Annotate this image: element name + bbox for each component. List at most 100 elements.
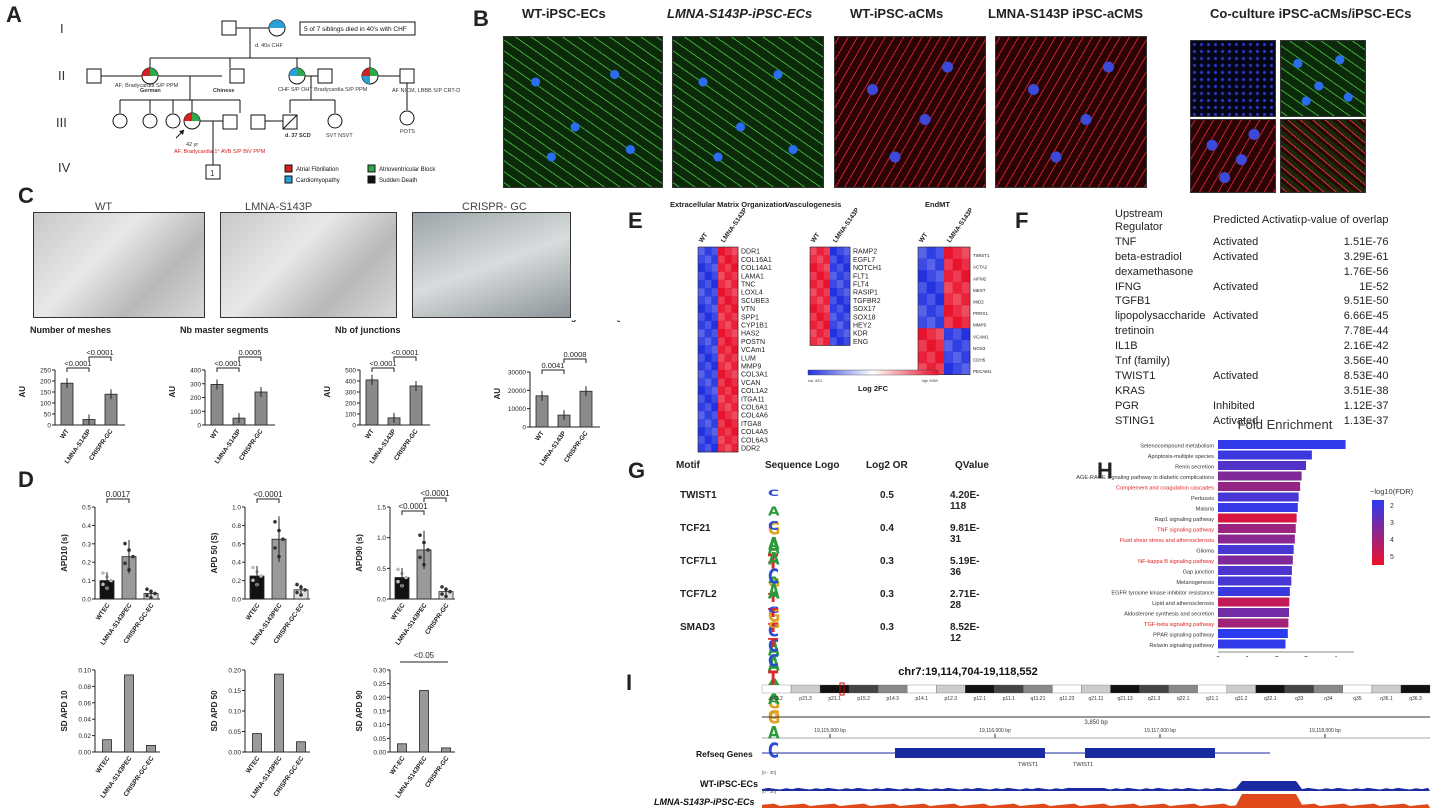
heatmap-cell [698,361,705,371]
heatmap-cell [830,255,837,264]
heatmap-cell [843,304,851,313]
upstream-row: IL1B 2.16E-42 [1114,339,1389,354]
genome-track-mut: LMNA-S143P-iPSC-ECs [654,797,755,807]
heatmap-cell [724,312,732,322]
heatmap-cell [711,320,719,330]
heatmap-cell [704,386,712,395]
heatmap-cell [704,271,712,281]
heatmap-cell [711,443,719,453]
h-bar [1218,482,1301,491]
genome-mut-coverage [762,794,1430,808]
heatmap-cell [935,328,945,341]
d-tick-label: 0.00 [373,750,386,757]
d-dot [145,587,149,591]
motif-logo-letter: A [768,579,780,605]
d-dot [440,592,444,596]
heatmap-cell [711,394,719,404]
heatmap-cell [836,329,844,338]
d-bar [252,733,262,753]
heatmap-cell [698,419,705,428]
tube-image-crispr [412,212,571,318]
genome-span-label: 3,850 bp [1084,720,1108,726]
heatmap-cell [810,296,817,305]
d-dot [448,589,452,594]
heatmap-cell [724,386,732,395]
upstream-header-activation: Predicted Activation [1213,214,1300,227]
heatmap-cell [724,394,732,404]
siblings-note: 5 of 7 siblings died in 40's with CHF [304,26,407,33]
heatmap-gene-label: LOXL4 [741,290,763,297]
heatmap-color-scale [807,369,939,376]
motif-logo-letter: C [768,738,779,764]
heatmap-cell [711,427,719,436]
heatmap-cell [836,279,844,289]
heatmap-cell [704,288,712,297]
d-dot [251,565,255,570]
h-bar [1218,618,1289,628]
upstream-row: TGFB1 9.51E-50 [1114,294,1389,309]
heatmap-gene-label: ACTA2 [973,265,988,270]
motif-logo-letter: C [768,636,779,656]
heatmap-cell [952,293,962,306]
motif-name: TCF7L2 [680,589,717,600]
motif-logo-letter: A [768,503,780,519]
heatmap-cell [944,293,953,306]
heatmap-cell [816,279,824,289]
heatmap-gene-label: LUM [741,355,756,362]
heatmap-cell [698,329,705,338]
heatmap-gene-label: COL4A5 [741,429,768,436]
upstream-row: lipopolysaccharide Activated 6.66E-45 [1114,309,1389,324]
h-bar [1218,608,1289,617]
d-tick-label: 0.15 [373,709,386,716]
d-bar [146,745,156,753]
d-tick-label: 0.04 [78,717,91,724]
heatmap-gene-label: COL6A1 [741,405,768,412]
upstream-regulator-table: Upstream Regulator Predicted Activation … [1114,207,1389,429]
genome-band [1168,684,1198,694]
upstream-pvalue: 8.53E-40 [1343,369,1389,382]
tube-image-lmna [220,212,397,318]
d-dot [101,582,105,587]
heatmap-cell [698,402,705,412]
heatmap-cell [935,270,945,283]
heatmap-cell [731,411,739,420]
h-legend-tick: 3 [1390,520,1394,527]
h-bar [1218,566,1292,575]
heatmap-cell [961,305,971,317]
c-pvalue: <0.0001 [86,348,113,357]
heatmap-cell [718,247,725,256]
heatmap-cell [731,402,739,412]
c-tick-label: 400 [190,368,201,375]
heatmap-cell [918,258,927,271]
genome-wt-coverage [762,781,1430,791]
h-legend-title: −log10(FDR) [1370,487,1414,496]
d-tick-label: 0.00 [228,750,241,757]
heatmap-cell [704,304,712,313]
heatmap-gene-label: COL1A2 [741,388,768,395]
genome-band-label: q36.1 [1380,696,1393,702]
heatmap-cell [704,263,712,272]
genome-band [1371,684,1402,694]
d-tick-label: 0.10 [373,722,386,729]
heatmap-cell [952,270,962,283]
micro-lmna-acm [995,36,1147,188]
heatmap-cell [961,270,971,283]
c-tick-label: 0 [522,425,526,432]
genome-band [819,684,850,694]
heatmap-cell [810,288,817,297]
heatmap-cell [823,255,831,264]
d-tick-label: 0.5 [82,505,91,512]
heatmap-cell [711,419,719,428]
heatmap-col-wt: WT [698,232,710,244]
d-dot [251,578,255,583]
upstream-pvalue: 1.51E-76 [1343,235,1389,248]
heatmap-gene-label: TNC [741,282,755,289]
heatmap-cell [711,304,719,313]
d-tick-label: 0.15 [228,688,241,695]
h-bar [1218,461,1306,470]
c-group-label: WT [209,428,221,440]
micro-coculture-dapi [1190,40,1276,117]
motif-logo-letter: C [768,564,779,590]
motif-logo-letter: C [768,487,779,499]
panel-label-h: H [1097,458,1113,483]
